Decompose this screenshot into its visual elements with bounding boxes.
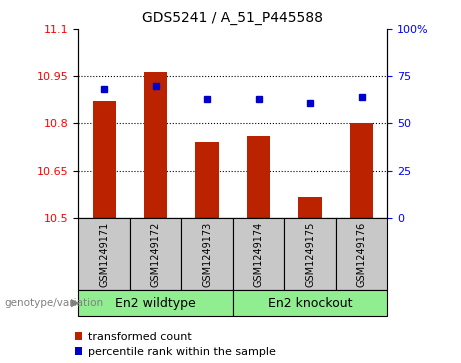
Text: En2 knockout: En2 knockout (268, 297, 352, 310)
Bar (144, 72, 167, 218)
Bar (247, 136, 270, 218)
Bar (93, 101, 116, 218)
Bar (195, 142, 219, 218)
Bar (78, 290, 233, 316)
Text: GSM1249172: GSM1249172 (151, 221, 160, 287)
Bar (130, 218, 181, 290)
Text: En2 wildtype: En2 wildtype (115, 297, 196, 310)
Bar (284, 218, 336, 290)
Text: GSM1249173: GSM1249173 (202, 221, 212, 287)
Legend: transformed count, percentile rank within the sample: transformed count, percentile rank withi… (75, 332, 276, 357)
Bar (233, 218, 284, 290)
Text: GSM1249176: GSM1249176 (356, 221, 366, 287)
Bar (350, 123, 373, 218)
Bar (78, 218, 130, 290)
Bar (298, 197, 322, 218)
Bar (233, 290, 387, 316)
Text: GSM1249174: GSM1249174 (254, 221, 264, 287)
Bar (181, 218, 233, 290)
Text: GSM1249175: GSM1249175 (305, 221, 315, 287)
Text: genotype/variation: genotype/variation (5, 298, 104, 308)
Text: GSM1249171: GSM1249171 (99, 221, 109, 287)
Title: GDS5241 / A_51_P445588: GDS5241 / A_51_P445588 (142, 11, 323, 25)
Text: ▶: ▶ (71, 298, 80, 308)
Bar (336, 218, 387, 290)
